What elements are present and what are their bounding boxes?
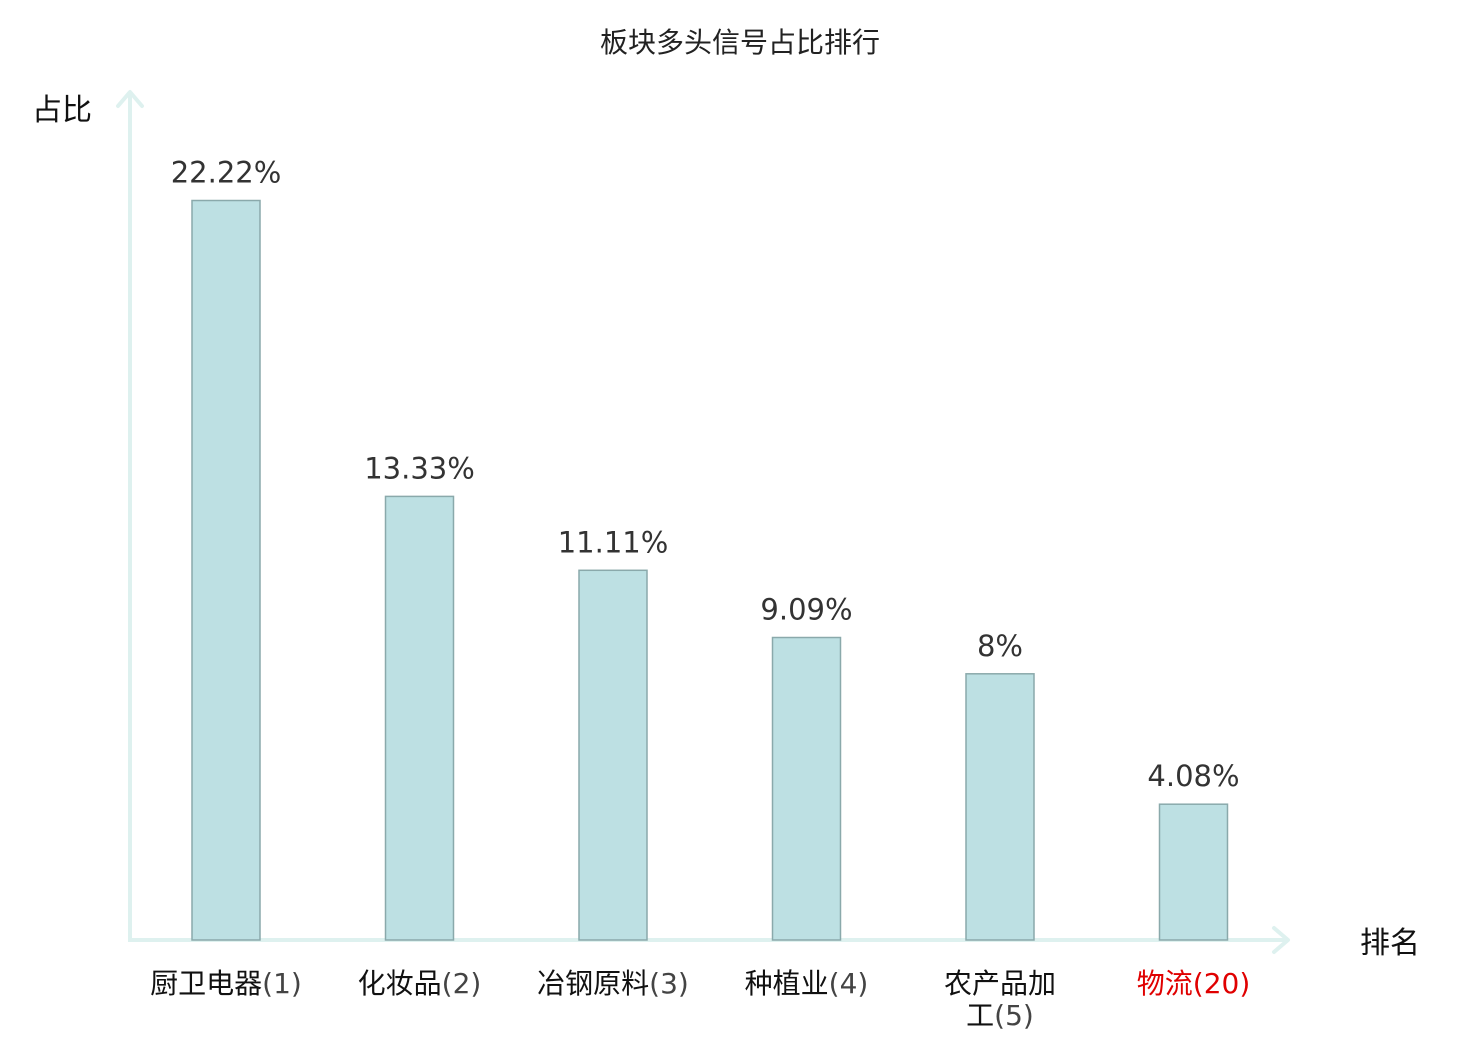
x-axis-arrow-icon [1272,926,1290,954]
value-label-3: 11.11% [558,525,669,559]
category-name: 种植业 [745,967,829,1000]
y-axis [116,90,144,940]
category-name: 厨卫电器 [150,967,262,1000]
value-label-6: 4.08% [1147,759,1239,793]
category-name: 工 [966,999,994,1032]
bar-3 [578,569,648,941]
bars-group [191,199,1229,941]
value-labels-group: 22.22% 13.33% 11.11% 9.09% 8% 4.08% [171,156,1240,794]
category-rank: (4) [829,967,869,1000]
category-label-1: 厨卫电器(1) [150,967,302,1000]
bar-4 [771,636,842,941]
category-label-5-line-1: 农产品加 [944,967,1056,1000]
category-rank: (5) [994,999,1034,1032]
x-axis-label: 排名 [1360,926,1420,961]
y-axis-label: 占比 [32,93,92,128]
category-rank: (3) [649,967,689,1000]
bar-6 [1158,803,1229,941]
x-axis [128,926,1290,954]
value-label-2: 13.33% [364,451,475,485]
category-label-6: 物流(20) [1137,967,1251,1000]
category-name: 化妆品 [358,967,442,1000]
category-name: 农产品加 [944,967,1056,1000]
value-label-1: 22.22% [171,156,282,190]
category-name: 物流 [1137,967,1193,1000]
category-name: 冶钢原料 [537,967,649,1000]
category-label-2: 化妆品(2) [358,967,482,1000]
bar-1 [191,199,261,941]
chart-title: 板块多头信号占比排行 [600,26,880,59]
category-label-4: 种植业(4) [745,967,869,1000]
value-label-5: 8% [977,629,1023,663]
category-rank: (1) [262,967,302,1000]
y-axis-arrow-icon [116,90,144,108]
bar-5 [965,673,1035,941]
value-label-4: 9.09% [760,593,852,627]
category-rank: (2) [442,967,482,1000]
category-label-3: 冶钢原料(3) [537,967,689,1000]
bar-2 [384,495,455,941]
category-label-5-line-2: 工(5) [966,999,1034,1032]
category-rank: (20) [1193,967,1250,1000]
